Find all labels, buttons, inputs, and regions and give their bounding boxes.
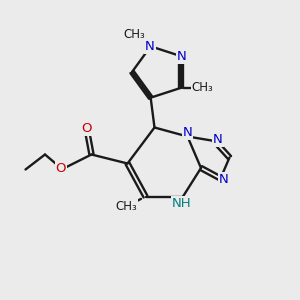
Text: N: N	[177, 50, 187, 63]
Text: CH₃: CH₃	[115, 200, 137, 213]
Text: O: O	[82, 122, 92, 135]
Text: O: O	[56, 161, 66, 175]
Text: N: N	[183, 126, 192, 139]
Text: N: N	[145, 40, 154, 53]
Text: N: N	[213, 133, 223, 146]
Text: N: N	[219, 172, 229, 186]
Text: NH: NH	[172, 196, 191, 210]
Text: CH₃: CH₃	[123, 28, 145, 41]
Text: CH₃: CH₃	[192, 81, 213, 94]
